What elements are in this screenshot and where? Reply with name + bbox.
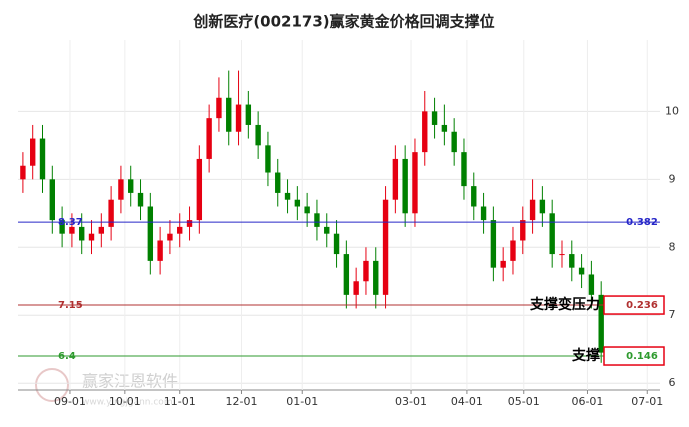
level-price: 7.15 <box>58 300 83 311</box>
x-tick-label: 12-01 <box>225 395 257 408</box>
candle-body <box>79 226 85 241</box>
y-tick-label: 10 <box>665 104 679 117</box>
level-price: 6.4 <box>58 351 76 362</box>
candle-body <box>88 233 95 241</box>
candle-body <box>529 199 536 221</box>
candle-body <box>39 138 46 180</box>
candle-body <box>157 240 163 261</box>
x-tick-label: 10-01 <box>109 395 141 408</box>
candle-body <box>226 97 232 132</box>
candle-body <box>539 199 546 214</box>
watermark: 赢家江恩软件 <box>82 372 178 391</box>
candle-body <box>588 274 595 295</box>
candle-body <box>402 158 408 214</box>
chart-title: 创新医疗(002173)赢家黄金价格回调支撑位 <box>192 13 494 31</box>
ratio-box <box>603 295 665 315</box>
x-tick-label: 04-01 <box>451 395 483 408</box>
candle-body <box>196 158 203 221</box>
candle-body <box>392 158 399 200</box>
level-ratio: 0.382 <box>626 217 658 228</box>
candle-body <box>363 260 369 282</box>
candle-body <box>382 199 389 295</box>
candle-body <box>284 192 291 200</box>
candle-body <box>441 124 448 132</box>
x-tick-label: 01-01 <box>286 395 318 408</box>
candle-body <box>471 186 477 207</box>
candle-body <box>98 226 105 234</box>
candle-body <box>422 111 428 153</box>
candle-body <box>500 260 506 268</box>
candle-body <box>324 226 330 234</box>
candle-body <box>490 220 497 268</box>
candle-body <box>373 260 379 295</box>
y-tick-label: 9 <box>669 172 676 185</box>
candle-body <box>294 199 301 207</box>
candle-body <box>255 124 261 146</box>
candle-body <box>578 267 585 275</box>
candle-body <box>167 233 173 241</box>
candle-body <box>265 145 271 173</box>
level-price: 8.37 <box>58 217 83 228</box>
y-tick-label: 7 <box>669 308 676 321</box>
candle-body <box>275 172 281 193</box>
x-tick-label: 05-01 <box>508 395 540 408</box>
candle-body <box>59 220 65 234</box>
candle-body <box>177 226 183 234</box>
candle-body <box>118 179 124 200</box>
candle-body <box>480 206 487 221</box>
candle-body <box>520 220 526 241</box>
y-tick-label: 8 <box>669 240 676 253</box>
candle-body <box>333 233 340 255</box>
candle-body <box>49 179 56 221</box>
level-ratio: 0.236 <box>626 300 658 311</box>
candle-body <box>549 213 555 255</box>
candle-body <box>245 104 252 125</box>
candle-body <box>20 165 26 180</box>
candle-body <box>206 118 212 159</box>
candle-body <box>108 199 114 227</box>
candle-body <box>451 131 457 153</box>
x-tick-label: 03-01 <box>395 395 427 408</box>
x-tick-label: 09-01 <box>54 395 86 408</box>
candle-body <box>314 213 320 227</box>
candle-body <box>30 138 36 166</box>
y-tick-label: 6 <box>669 376 676 389</box>
candle-body <box>343 254 350 295</box>
watermark-logo <box>35 368 69 402</box>
candle-body <box>461 152 467 187</box>
candle-body <box>412 152 418 214</box>
x-tick-label: 06-01 <box>571 395 603 408</box>
candle-body <box>569 254 575 268</box>
candle-body <box>559 254 565 256</box>
candle-body <box>598 294 604 353</box>
ratio-box <box>603 346 665 366</box>
watermark-url: www.yingjgann.com <box>82 398 173 408</box>
candle-body <box>353 281 359 295</box>
candle-body <box>147 206 154 261</box>
candle-body <box>510 240 516 261</box>
candle-body <box>69 226 75 234</box>
candle-body <box>235 104 242 132</box>
level-note: 支撑 <box>571 347 600 364</box>
x-tick-label: 07-01 <box>631 395 663 408</box>
candle-body <box>128 179 134 193</box>
candle-body <box>216 97 222 119</box>
candle-body <box>137 192 144 207</box>
x-tick-label: 11-01 <box>164 395 196 408</box>
level-ratio: 0.146 <box>626 351 658 362</box>
candle-body <box>431 111 438 125</box>
candle-body <box>186 220 193 227</box>
level-note: 支撑变压力 <box>529 296 600 313</box>
candle-body <box>304 206 310 214</box>
